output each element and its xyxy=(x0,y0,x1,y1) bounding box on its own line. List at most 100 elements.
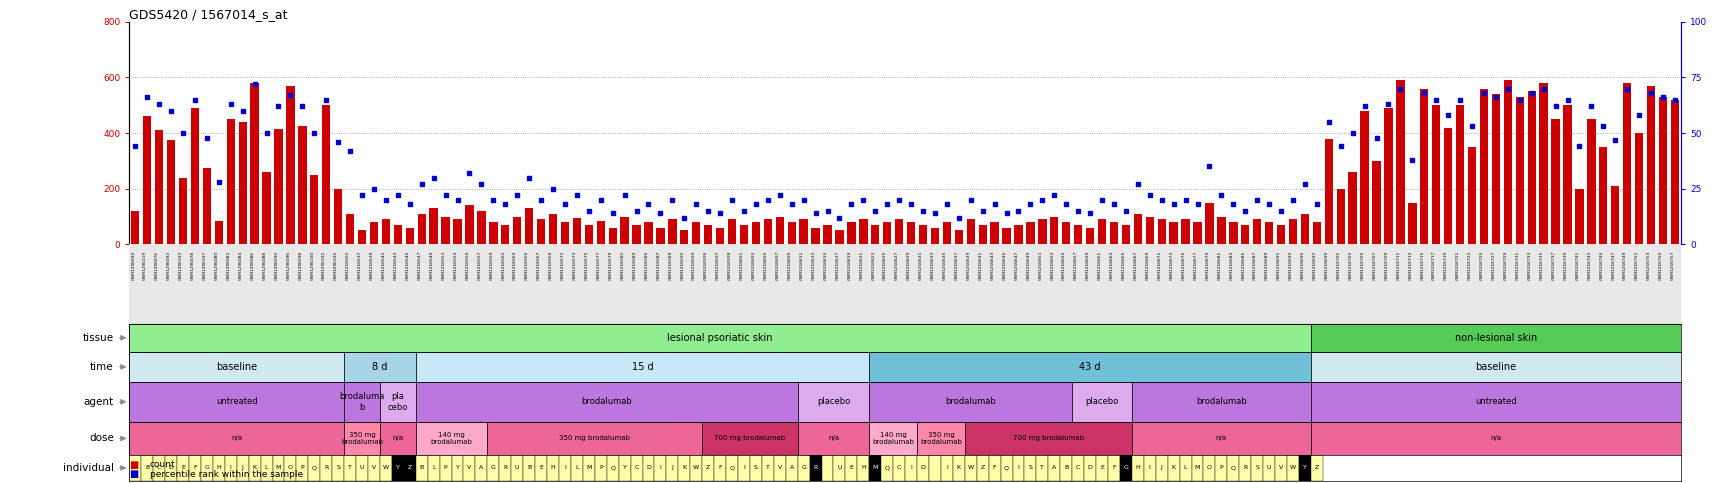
Text: GSM1256739: GSM1256739 xyxy=(1563,251,1566,280)
Text: GSM1256637: GSM1256637 xyxy=(955,251,958,280)
Bar xyxy=(844,455,856,481)
Bar xyxy=(441,216,450,244)
Bar xyxy=(129,422,345,455)
Bar xyxy=(1204,203,1213,244)
Text: J: J xyxy=(241,465,243,470)
Bar xyxy=(334,189,343,244)
Bar xyxy=(429,208,438,244)
Text: GSM1256749: GSM1256749 xyxy=(1623,251,1627,280)
Bar xyxy=(799,219,808,244)
Text: GSM1256551: GSM1256551 xyxy=(441,251,445,280)
Bar xyxy=(167,140,176,244)
Bar xyxy=(798,382,868,422)
Bar xyxy=(250,83,258,244)
Bar xyxy=(536,219,544,244)
Bar xyxy=(942,222,951,244)
Text: Q: Q xyxy=(1230,465,1235,470)
Text: B: B xyxy=(419,465,424,470)
Text: GSM1296094: GSM1296094 xyxy=(131,251,134,280)
Text: Z: Z xyxy=(1315,465,1318,470)
Bar xyxy=(1396,80,1404,244)
Text: GSM1256587: GSM1256587 xyxy=(656,251,660,280)
Bar xyxy=(1132,382,1309,422)
Bar xyxy=(1203,455,1215,481)
Bar xyxy=(606,455,619,481)
Bar xyxy=(701,422,798,455)
Text: C: C xyxy=(896,465,901,470)
Bar xyxy=(310,175,319,244)
Text: GSM1256675: GSM1256675 xyxy=(1180,251,1185,280)
Text: F: F xyxy=(193,465,196,470)
Bar xyxy=(512,455,522,481)
Text: 350 mg
brodalumab: 350 mg brodalumab xyxy=(341,432,383,445)
Bar xyxy=(298,126,307,244)
Text: A: A xyxy=(789,465,793,470)
Bar xyxy=(415,352,868,382)
Bar xyxy=(1060,455,1072,481)
Text: GSM1256573: GSM1256573 xyxy=(572,251,577,280)
Text: GSM1256727: GSM1256727 xyxy=(1490,251,1496,280)
Bar xyxy=(1490,94,1499,244)
Bar xyxy=(1239,455,1251,481)
Text: GSM1256639: GSM1256639 xyxy=(967,251,970,280)
Text: n/a: n/a xyxy=(1489,436,1501,441)
Bar xyxy=(1335,189,1344,244)
Text: GSM1296078: GSM1296078 xyxy=(191,251,195,280)
Text: 700 mg brodalumab: 700 mg brodalumab xyxy=(713,436,786,441)
Bar xyxy=(1287,455,1297,481)
Text: P: P xyxy=(443,465,448,470)
Bar xyxy=(1191,455,1203,481)
Bar xyxy=(1277,225,1284,244)
Bar xyxy=(153,455,165,481)
Text: GSM1256567: GSM1256567 xyxy=(538,251,541,280)
Bar xyxy=(1551,119,1559,244)
Bar xyxy=(1253,219,1261,244)
Bar xyxy=(918,225,927,244)
Bar xyxy=(393,225,401,244)
Bar xyxy=(202,455,212,481)
Bar xyxy=(236,455,248,481)
Text: GSM1256627: GSM1256627 xyxy=(894,251,899,280)
Text: V: V xyxy=(372,465,376,470)
Text: GSM1296084: GSM1296084 xyxy=(238,251,243,280)
Text: GSM1256709: GSM1256709 xyxy=(1384,251,1387,280)
Text: lesional psoriatic skin: lesional psoriatic skin xyxy=(667,333,772,343)
Text: GSM1296086: GSM1296086 xyxy=(250,251,255,280)
Text: W: W xyxy=(1289,465,1296,470)
Text: GSM1296105: GSM1296105 xyxy=(334,251,338,280)
Bar xyxy=(260,455,272,481)
Bar xyxy=(488,422,701,455)
Text: M: M xyxy=(586,465,591,470)
Text: GSM1256585: GSM1256585 xyxy=(644,251,648,280)
Bar xyxy=(262,172,271,244)
Bar xyxy=(369,222,377,244)
Bar xyxy=(534,455,546,481)
Bar xyxy=(667,455,677,481)
Bar xyxy=(272,455,284,481)
Bar xyxy=(1309,455,1322,481)
Text: GSM1256633: GSM1256633 xyxy=(930,251,934,280)
Bar xyxy=(1621,83,1630,244)
Text: 43 d: 43 d xyxy=(1079,362,1101,372)
Bar xyxy=(214,221,222,244)
Bar xyxy=(179,178,188,244)
Bar xyxy=(1408,203,1416,244)
Text: n/a: n/a xyxy=(827,436,839,441)
Text: M: M xyxy=(872,465,877,470)
Text: brodalumab: brodalumab xyxy=(581,398,632,406)
Text: ■: ■ xyxy=(129,469,138,479)
Text: G: G xyxy=(1123,465,1127,470)
Bar xyxy=(1001,227,1010,244)
Text: E: E xyxy=(1099,465,1103,470)
Bar xyxy=(1347,172,1356,244)
Bar xyxy=(1359,111,1368,244)
Bar xyxy=(141,455,153,481)
Bar xyxy=(1275,455,1287,481)
Bar xyxy=(131,211,140,244)
Bar xyxy=(403,455,415,481)
Bar xyxy=(812,227,820,244)
Bar xyxy=(1142,455,1154,481)
Text: J: J xyxy=(1160,465,1161,470)
Bar xyxy=(439,455,451,481)
Text: GSM1256707: GSM1256707 xyxy=(1372,251,1375,280)
